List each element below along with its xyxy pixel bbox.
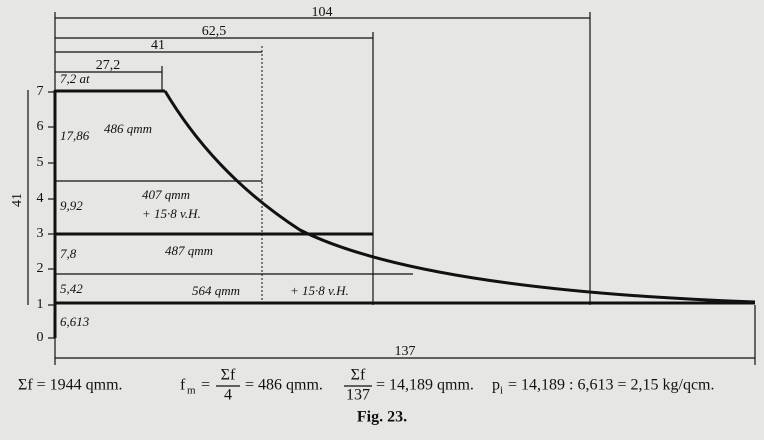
axis-label: 0	[37, 330, 44, 345]
dim-label: 137	[395, 344, 416, 359]
axis-label: 4	[37, 191, 44, 206]
formula-part: 137	[346, 387, 370, 404]
axis-label: 6	[37, 119, 44, 134]
formula-part: = 14,189 qmm.	[376, 377, 474, 394]
axis-label: 5	[37, 155, 44, 170]
formula-part: =	[201, 377, 210, 394]
dimension-lines	[27, 12, 756, 365]
formula-part: Σf = 1944 qmm.	[18, 377, 123, 394]
height-label: 7,8	[60, 246, 77, 261]
formula-part: = 14,189 : 6,613 = 2,15 kg/qcm.	[508, 377, 714, 394]
height-label: 9,92	[60, 198, 83, 213]
formula-part: i	[500, 385, 503, 397]
area-label: 564 qmm	[192, 283, 240, 298]
area-label: + 15·8 v.H.	[290, 283, 349, 298]
formula: Σf = 1944 qmm. f m = Σf 4 = 486 qmm. Σf …	[18, 367, 714, 404]
axis-label: 3	[37, 226, 44, 241]
formula-part: Σf	[351, 367, 366, 384]
dim-label: 62,5	[202, 24, 227, 39]
formula-part: p	[492, 377, 500, 394]
formula-part: Σf	[221, 367, 236, 384]
pressure-label: 7,2 at	[60, 71, 90, 86]
formula-part: = 486 qmm.	[245, 377, 323, 394]
area-label: 407 qmm	[142, 187, 190, 202]
axis-label: 1	[37, 297, 44, 312]
dim-label: 104	[312, 5, 333, 20]
axis-label: 2	[37, 261, 44, 276]
area-label: 487 qmm	[165, 243, 213, 258]
indicator-diagram	[55, 89, 756, 305]
dim-label: 41	[10, 193, 25, 207]
formula-part: 4	[224, 387, 232, 404]
height-label: 17,86	[60, 128, 90, 143]
dim-label: 27,2	[96, 58, 121, 73]
height-label: 5,42	[60, 281, 83, 296]
formula-part: m	[187, 385, 196, 397]
formula-part: f	[180, 377, 186, 394]
caption: Fig. 23.	[357, 409, 407, 426]
height-label: 6,613	[60, 314, 90, 329]
dim-label: 41	[151, 38, 165, 53]
area-label: + 15·8 v.H.	[142, 206, 201, 221]
axis-label: 7	[37, 84, 44, 99]
area-label: 486 qmm	[104, 121, 152, 136]
axis	[48, 90, 57, 339]
